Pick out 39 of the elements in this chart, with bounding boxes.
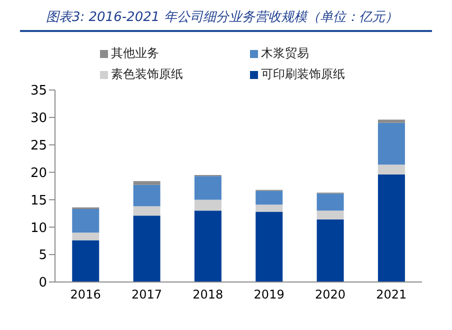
legend-label: 其他业务 — [110, 45, 160, 62]
bar — [378, 120, 405, 123]
bar — [378, 174, 405, 282]
x-tick-label: 2019 — [254, 288, 284, 302]
y-tick-label: 10 — [30, 220, 47, 236]
x-tick-label: 2018 — [192, 288, 224, 302]
bar — [72, 240, 100, 282]
y-tick-label: 20 — [30, 166, 47, 181]
chart-title: 图表3: 2016-2021 年公司细分业务营收规模（单位：亿元） — [20, 0, 432, 32]
bar — [194, 200, 222, 211]
bar — [72, 232, 100, 240]
bar — [133, 181, 160, 185]
y-tick-label: 35 — [30, 84, 47, 99]
bar — [72, 209, 100, 233]
bar — [378, 164, 405, 174]
legend-label: 木浆贸易 — [260, 45, 310, 62]
x-tick-label: 2017 — [131, 288, 162, 302]
bar — [256, 204, 283, 212]
x-tick-label: 2021 — [376, 288, 407, 302]
bar — [194, 176, 222, 200]
x-tick-label: 2020 — [314, 288, 346, 302]
bar — [133, 184, 160, 206]
bar — [194, 210, 222, 282]
legend-label: 可印刷装饰原纸 — [260, 66, 346, 83]
x-tick-label: 2016 — [70, 288, 101, 302]
bar — [316, 210, 344, 220]
bar — [133, 216, 160, 282]
legend-label: 素色装饰原纸 — [110, 66, 184, 83]
y-tick-label: 15 — [30, 193, 47, 208]
bar — [256, 190, 283, 205]
bar — [133, 206, 160, 216]
y-tick-label: 5 — [38, 248, 47, 264]
bar — [316, 194, 344, 211]
y-tick-label: 25 — [30, 138, 47, 154]
y-tick-label: 30 — [30, 111, 47, 126]
y-tick-label: 0 — [38, 276, 47, 291]
bar — [316, 219, 344, 282]
bar — [378, 122, 405, 165]
bar — [256, 212, 283, 282]
